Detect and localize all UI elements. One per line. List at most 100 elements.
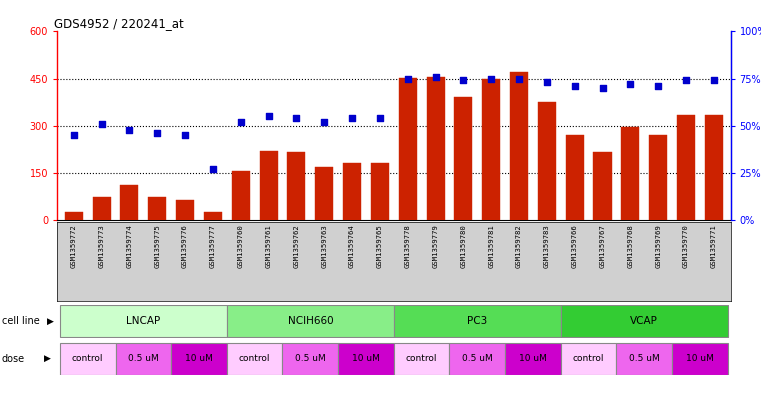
- Text: GDS4952 / 220241_at: GDS4952 / 220241_at: [54, 17, 183, 30]
- Bar: [371, 163, 389, 220]
- Text: 0.5 uM: 0.5 uM: [295, 354, 326, 363]
- FancyBboxPatch shape: [227, 343, 282, 375]
- FancyBboxPatch shape: [171, 343, 227, 375]
- Bar: [343, 163, 361, 220]
- Point: [234, 119, 247, 125]
- Text: GSM1359775: GSM1359775: [154, 224, 161, 268]
- Bar: [677, 115, 695, 220]
- Text: GSM1359777: GSM1359777: [210, 224, 216, 268]
- Bar: [705, 115, 723, 220]
- FancyBboxPatch shape: [116, 343, 171, 375]
- FancyBboxPatch shape: [338, 343, 393, 375]
- Point: [318, 119, 330, 125]
- Bar: [482, 79, 500, 220]
- Bar: [176, 200, 194, 220]
- Bar: [65, 212, 83, 220]
- Text: control: control: [72, 354, 103, 363]
- Bar: [288, 152, 305, 220]
- FancyBboxPatch shape: [60, 343, 116, 375]
- Point: [597, 85, 609, 91]
- Point: [568, 83, 581, 89]
- Point: [263, 113, 275, 119]
- FancyBboxPatch shape: [450, 343, 505, 375]
- FancyBboxPatch shape: [561, 343, 616, 375]
- Text: 10 uM: 10 uM: [352, 354, 380, 363]
- Point: [457, 77, 470, 84]
- Text: GSM1359783: GSM1359783: [544, 224, 550, 268]
- Text: dose: dose: [2, 354, 24, 364]
- Point: [96, 121, 108, 127]
- Text: GSM1359762: GSM1359762: [294, 224, 299, 268]
- Text: GSM1359769: GSM1359769: [655, 224, 661, 268]
- Text: 10 uM: 10 uM: [686, 354, 714, 363]
- Text: 10 uM: 10 uM: [519, 354, 547, 363]
- Text: ▶: ▶: [44, 354, 51, 363]
- Text: 10 uM: 10 uM: [185, 354, 213, 363]
- Bar: [510, 72, 528, 220]
- FancyBboxPatch shape: [60, 305, 227, 337]
- Text: PC3: PC3: [467, 316, 488, 326]
- Point: [291, 115, 303, 121]
- FancyBboxPatch shape: [616, 343, 672, 375]
- Bar: [148, 196, 167, 220]
- Point: [485, 75, 497, 82]
- Point: [179, 132, 191, 138]
- Text: LNCAP: LNCAP: [126, 316, 161, 326]
- Bar: [315, 167, 333, 220]
- Text: control: control: [406, 354, 438, 363]
- Bar: [399, 78, 417, 220]
- FancyBboxPatch shape: [393, 343, 450, 375]
- Text: control: control: [573, 354, 604, 363]
- FancyBboxPatch shape: [393, 305, 561, 337]
- Bar: [454, 97, 473, 220]
- FancyBboxPatch shape: [505, 343, 561, 375]
- Point: [346, 115, 358, 121]
- Point: [708, 77, 720, 84]
- Point: [624, 81, 636, 87]
- Text: GSM1359765: GSM1359765: [377, 224, 383, 268]
- Text: VCAP: VCAP: [630, 316, 658, 326]
- Point: [429, 73, 441, 80]
- Text: NCIH660: NCIH660: [288, 316, 333, 326]
- Point: [123, 127, 135, 133]
- Text: GSM1359768: GSM1359768: [627, 224, 633, 268]
- Text: GSM1359780: GSM1359780: [460, 224, 466, 268]
- Text: GSM1359761: GSM1359761: [266, 224, 272, 268]
- Text: 0.5 uM: 0.5 uM: [462, 354, 492, 363]
- Point: [680, 77, 692, 84]
- Text: GSM1359782: GSM1359782: [516, 224, 522, 268]
- Text: GSM1359779: GSM1359779: [432, 224, 438, 268]
- Bar: [538, 102, 556, 220]
- Bar: [120, 185, 139, 220]
- FancyBboxPatch shape: [561, 305, 728, 337]
- Point: [402, 75, 414, 82]
- Text: GSM1359772: GSM1359772: [71, 224, 77, 268]
- Text: 0.5 uM: 0.5 uM: [128, 354, 159, 363]
- Text: GSM1359771: GSM1359771: [711, 224, 717, 268]
- Text: GSM1359774: GSM1359774: [126, 224, 132, 268]
- FancyBboxPatch shape: [672, 343, 728, 375]
- Bar: [93, 196, 110, 220]
- Point: [207, 166, 219, 172]
- Text: GSM1359773: GSM1359773: [99, 224, 104, 268]
- Point: [374, 115, 386, 121]
- Point: [151, 130, 164, 136]
- Text: GSM1359763: GSM1359763: [321, 224, 327, 268]
- Bar: [426, 77, 444, 220]
- Bar: [621, 127, 639, 220]
- Point: [541, 79, 553, 86]
- Point: [68, 132, 80, 138]
- Bar: [565, 135, 584, 220]
- Text: GSM1359778: GSM1359778: [405, 224, 411, 268]
- Text: GSM1359764: GSM1359764: [349, 224, 355, 268]
- Bar: [649, 135, 667, 220]
- Text: GSM1359767: GSM1359767: [600, 224, 606, 268]
- FancyBboxPatch shape: [282, 343, 338, 375]
- Text: GSM1359776: GSM1359776: [182, 224, 188, 268]
- Bar: [231, 171, 250, 220]
- Text: GSM1359770: GSM1359770: [683, 224, 689, 268]
- Bar: [260, 151, 278, 220]
- Text: cell line: cell line: [2, 316, 40, 326]
- Bar: [594, 152, 612, 220]
- FancyBboxPatch shape: [227, 305, 393, 337]
